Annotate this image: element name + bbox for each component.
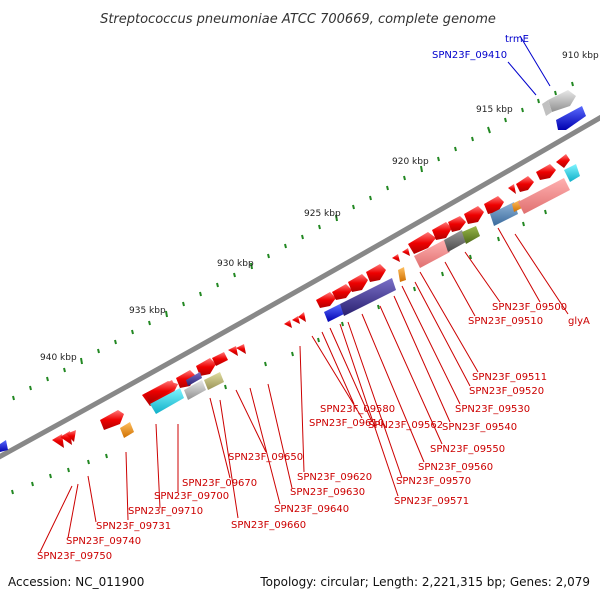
gene-label[interactable]: SPN23F_09550: [430, 444, 505, 455]
gene-label[interactable]: SPN23F_09530: [455, 404, 530, 415]
gene-label[interactable]: SPN23F_09510: [468, 316, 543, 327]
gene-label[interactable]: SPN23F_09410: [432, 50, 507, 61]
accession-text: Accession: NC_011900: [8, 575, 144, 589]
gene-label[interactable]: SPN23F_09640: [274, 504, 349, 515]
inner-ticks: [11, 209, 547, 495]
scale-ticks: [12, 81, 574, 401]
scale-label: 940 kbp: [40, 353, 77, 363]
topology-text: Topology: circular; Length: 2,221,315 bp…: [259, 575, 590, 589]
gene-label[interactable]: SPN23F_09650: [228, 452, 303, 463]
reverse-genes: [0, 106, 586, 452]
gene-label[interactable]: SPN23F_09570: [396, 476, 471, 487]
gene-label-glyA[interactable]: glyA: [568, 316, 590, 327]
scale-label: 925 kbp: [304, 209, 341, 219]
gene-label[interactable]: SPN23F_09571: [394, 496, 469, 507]
gene-label[interactable]: SPN23F_09750: [37, 551, 112, 562]
genome-title: Streptococcus pneumoniae ATCC 700669, co…: [100, 12, 496, 27]
forward-genes: [52, 90, 576, 448]
gene-label[interactable]: SPN23F_09560: [418, 462, 493, 473]
gene-label[interactable]: SPN23F_09660: [231, 520, 306, 531]
gene-label[interactable]: SPN23F_09620: [297, 472, 372, 483]
gene-label[interactable]: SPN23F_09700: [154, 491, 229, 502]
gene-label[interactable]: SPN23F_09710: [128, 506, 203, 517]
gene-label[interactable]: SPN23F_09580: [320, 404, 395, 415]
gene-label-trmE[interactable]: trmE: [505, 34, 529, 45]
gene-label[interactable]: SPN23F_09630: [290, 487, 365, 498]
genome-backbone: [0, 114, 600, 460]
gene-label[interactable]: SPN23F_09562: [368, 420, 443, 431]
gene-label[interactable]: SPN23F_09670: [182, 478, 257, 489]
gene-label[interactable]: SPN23F_09740: [66, 536, 141, 547]
scale-label: 910 kbp: [562, 51, 599, 61]
gene-label[interactable]: SPN23F_09511: [472, 372, 547, 383]
scale-label: 920 kbp: [392, 157, 429, 167]
scale-label: 930 kbp: [217, 259, 254, 269]
gene-labels: trmE SPN23F_09410 SPN23F_09500 SPN23F_09…: [37, 34, 590, 562]
gene-label[interactable]: SPN23F_09520: [469, 386, 544, 397]
scale-label: 935 kbp: [129, 306, 166, 316]
gene-label[interactable]: SPN23F_09610: [309, 418, 384, 429]
scale-label: 915 kbp: [476, 105, 513, 115]
gene-label[interactable]: SPN23F_09731: [96, 521, 171, 532]
label-connectors: [39, 35, 569, 553]
gene-label[interactable]: SPN23F_09500: [492, 302, 567, 313]
gene-label[interactable]: SPN23F_09540: [442, 422, 517, 433]
